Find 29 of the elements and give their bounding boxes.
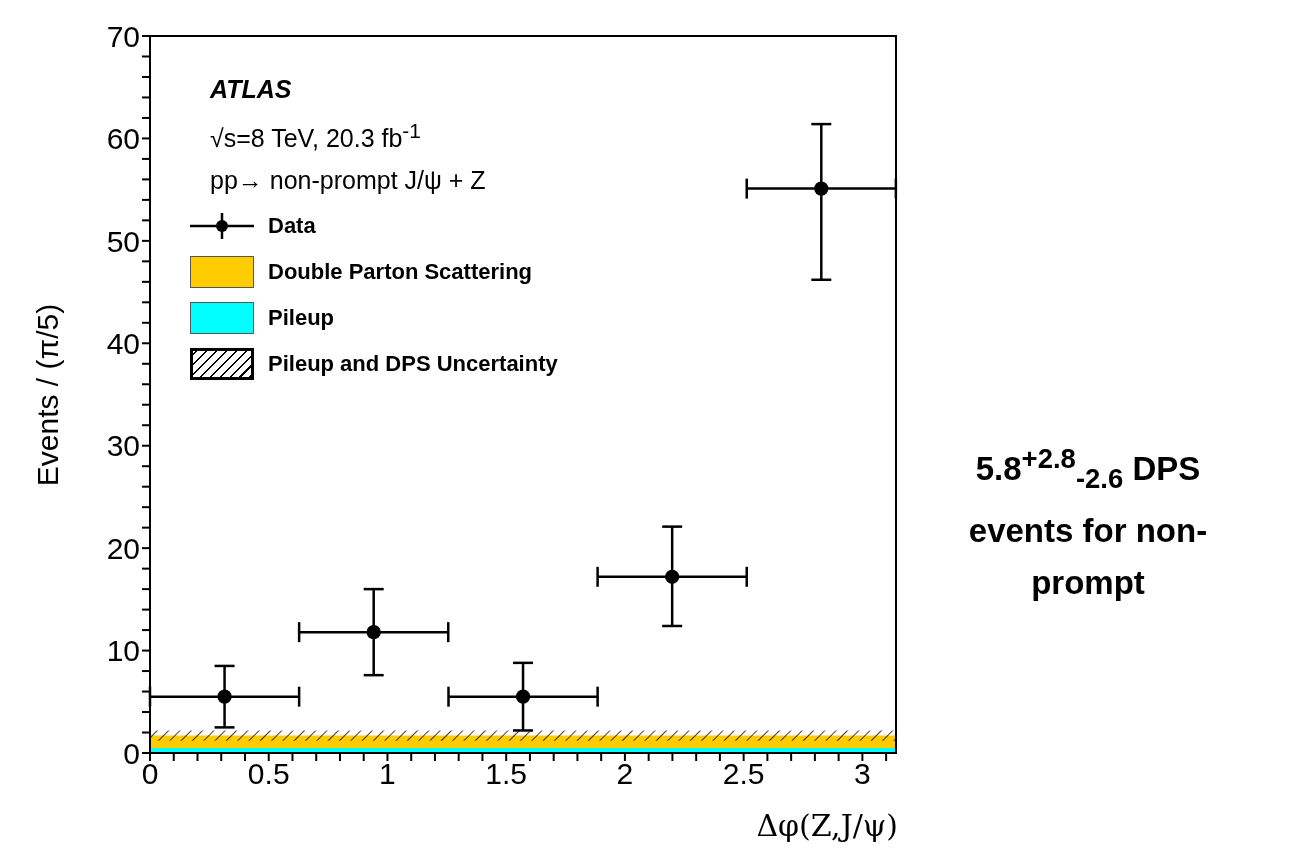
y-axis-title: Events / (π/5) <box>31 303 65 486</box>
text: 5.8$^{+2.8}$$_{-2.6}$ DPS events for non-prompt <box>967 442 1209 603</box>
point <box>515 689 531 704</box>
y-tick-label: 0 <box>123 736 140 770</box>
legend-label: Pileup and DPS Uncertainty <box>268 351 558 377</box>
y-tick-label: 50 <box>106 224 140 258</box>
annotation: √s=8 TeV, 20.3 fb$^{-1}$ <box>210 118 422 155</box>
x-tick-label: 2.5 <box>722 757 765 791</box>
x-tick-label: 1.5 <box>485 757 528 791</box>
x-tick-label: 2 <box>616 757 634 791</box>
point <box>814 181 829 196</box>
x-tick-label: 3 <box>854 757 871 791</box>
annotation: ATLAS <box>210 74 293 105</box>
annotation: pp→ non-prompt J/ψ + Z <box>210 165 486 197</box>
y-tick-label: 40 <box>106 326 140 360</box>
legend-label: Double Parton Scattering <box>268 259 533 285</box>
legend-label: Pileup <box>268 305 335 331</box>
y-tick-label: 10 <box>106 634 140 668</box>
x-tick-label: 1 <box>379 757 396 791</box>
x-axis-title: Δφ(Z,J/ψ) <box>756 808 898 843</box>
y-tick-label: 60 <box>106 122 140 156</box>
y-tick-label: 20 <box>106 531 140 565</box>
point <box>366 625 381 640</box>
y-tick-label: 30 <box>106 429 140 463</box>
x-tick-label: 0.5 <box>247 757 290 791</box>
point <box>665 569 680 584</box>
y-tick-label: 70 <box>106 19 140 53</box>
point <box>217 689 232 704</box>
legend-label: Data <box>268 213 316 239</box>
